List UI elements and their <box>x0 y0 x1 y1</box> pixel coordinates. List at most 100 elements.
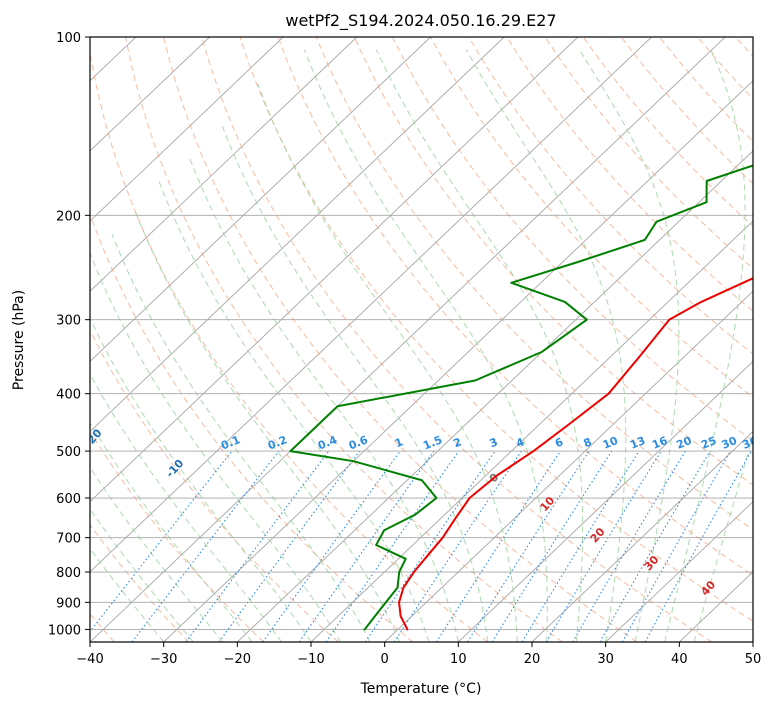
y-tick-label: 700 <box>56 532 81 547</box>
dry-adiabat-line <box>90 212 414 642</box>
moist-adiabat-line <box>90 317 312 642</box>
isotherm-line <box>90 37 210 152</box>
mixing-ratio-label: 10 <box>601 434 620 452</box>
mixing-ratio-label: 20 <box>675 434 694 452</box>
moist-adiabat-line <box>693 434 753 642</box>
x-tick-label: 50 <box>745 652 762 667</box>
isotherm-line <box>90 37 358 292</box>
y-tick-label: 300 <box>56 314 81 329</box>
y-tick-label: 1000 <box>48 623 81 638</box>
moist-adiabat-line <box>158 180 430 642</box>
dry-adiabat-line <box>620 37 753 185</box>
moist-adiabat-line <box>257 83 518 642</box>
y-tick-label: 200 <box>56 209 81 224</box>
moist-adiabat-line <box>303 49 548 642</box>
moist-adiabat-line <box>90 466 223 642</box>
dry-adiabat-line <box>506 37 753 312</box>
dry-adiabat-line <box>277 37 753 576</box>
dry-adiabat-line <box>90 430 264 642</box>
mixing-ratio-line <box>325 450 460 642</box>
isotherm-line <box>0 37 62 642</box>
y-tick-label: 800 <box>56 566 81 581</box>
isotherm-line <box>310 220 753 642</box>
mixing-ratio-line <box>298 450 435 642</box>
y-tick-label: 400 <box>56 388 81 403</box>
moist-adiabat-line <box>189 157 459 642</box>
y-tick-label: 100 <box>56 31 81 46</box>
chart-title: wetPf2_S194.2024.050.16.29.E27 <box>285 11 556 31</box>
mixing-ratio-line <box>364 450 496 642</box>
mixing-ratio-label: 36 <box>741 434 760 452</box>
adiabat-label: -20 <box>82 426 105 450</box>
isotherm-line <box>458 360 753 642</box>
isotherm-line <box>90 37 726 642</box>
dry-adiabat-line <box>430 37 753 398</box>
mixing-ratio-line <box>621 450 732 642</box>
y-tick-label: 900 <box>56 596 81 611</box>
moist-adiabat-line <box>220 123 489 642</box>
plot-area: -100-90-80-70-60-50-40-30-20-10 0.1 0.2 0.… <box>0 37 760 642</box>
mixing-ratio-label: 2 <box>451 435 463 450</box>
y-tick-label: 500 <box>56 445 81 460</box>
mixing-ratio-label: 1 <box>393 435 405 450</box>
mixing-ratio-line <box>521 450 640 642</box>
x-tick-label: 10 <box>450 652 467 667</box>
x-tick-label: −30 <box>150 652 177 667</box>
mixing-ratio-label: 30 <box>720 434 739 452</box>
moist-adiabat-line <box>111 233 371 642</box>
x-tick-label: 0 <box>381 652 389 667</box>
dry-adiabat-line <box>90 329 339 642</box>
mixing-ratio-line <box>644 450 752 642</box>
moist-adiabat-line <box>664 49 746 642</box>
mixing-ratio-label: 6 <box>553 435 565 450</box>
moist-adiabat-lines <box>90 49 753 642</box>
dry-adiabat-line <box>468 37 753 355</box>
dry-adiabat-line <box>391 37 753 442</box>
y-tick-label: 600 <box>56 492 81 507</box>
mixing-ratio-label: 0.4 <box>316 433 339 452</box>
dry-adiabat-line <box>125 37 563 642</box>
sounding-series <box>289 164 753 631</box>
mixing-ratio-label: 0.1 <box>219 433 242 452</box>
x-tick-label: 20 <box>524 652 541 667</box>
moist-adiabat-line <box>90 547 165 642</box>
isotherm-line <box>605 501 753 642</box>
pressure-grid <box>90 37 753 630</box>
plot-frame <box>89 36 754 643</box>
moist-adiabat-line <box>578 49 680 642</box>
moist-adiabat-line <box>375 49 584 642</box>
x-tick-label: −20 <box>224 652 251 667</box>
isotherm-line <box>90 37 579 503</box>
mixing-ratio-line <box>185 450 330 642</box>
isotherm-line <box>531 430 753 642</box>
isotherm-line <box>90 37 431 362</box>
moist-adiabat-line <box>90 421 253 642</box>
x-tick-label: 40 <box>671 652 688 667</box>
x-axis-label: Temperature (°C) <box>360 681 482 697</box>
mixing-ratio-label: 1.5 <box>421 433 444 452</box>
dry-adiabat-labels: -100-90-80-70-60-50-40-30-20-10 <box>82 426 187 480</box>
isotherm-line <box>752 641 753 642</box>
mixing-ratio-label: 13 <box>628 434 647 452</box>
isotherm-line <box>384 290 753 642</box>
temperature-profile-line <box>398 277 753 631</box>
mixing-ratio-label: 25 <box>699 434 718 452</box>
dry-adiabat-line <box>735 37 753 58</box>
dry-adiabat-line <box>163 37 638 642</box>
y-axis-ticks: 1000 900 800 700 600 500 400 300 200 100 <box>48 31 90 638</box>
moist-adiabat-line <box>90 508 194 642</box>
y-axis-label: Pressure (hPa) <box>11 290 27 390</box>
mixing-ratio-line <box>467 450 590 642</box>
mixing-ratio-line <box>393 450 523 642</box>
mixing-ratio-label: 0.2 <box>266 433 289 452</box>
adiabat-label: 30 <box>642 553 662 573</box>
isotherm-line <box>90 37 652 573</box>
dry-adiabat-line <box>315 37 753 531</box>
mixing-ratio-lines <box>90 450 752 642</box>
mixing-ratio-line <box>131 450 280 642</box>
isotherm-line <box>237 150 753 642</box>
dry-adiabat-line <box>353 37 753 486</box>
moist-adiabat-line <box>90 372 282 642</box>
